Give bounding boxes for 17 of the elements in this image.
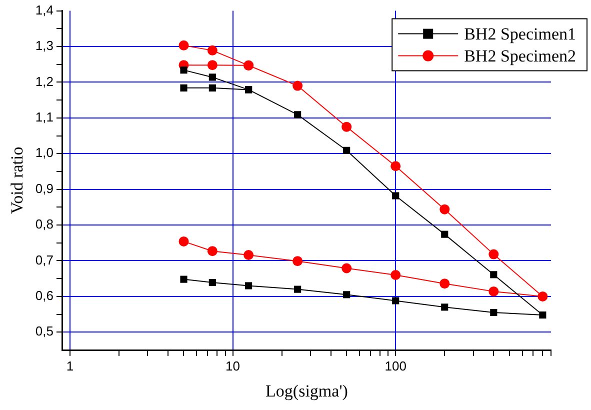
y-tick-label: 0,9 bbox=[35, 180, 54, 196]
y-axis-title: Void ratio bbox=[8, 146, 27, 214]
y-tick-label: 0,6 bbox=[35, 288, 54, 304]
x-tick-label: 10 bbox=[226, 358, 240, 374]
x-tick-label: 100 bbox=[384, 358, 406, 374]
y-tick-label: 0,5 bbox=[35, 324, 54, 339]
legend-label: BH2 Specimen1 bbox=[464, 24, 576, 44]
x-axis-title: Log(sigma') bbox=[266, 381, 348, 400]
y-tick-label: 1,2 bbox=[35, 74, 54, 89]
y-tick-label: 1,1 bbox=[35, 109, 54, 124]
y-tick-label: 1,3 bbox=[35, 38, 54, 54]
y-tick-label: 0,8 bbox=[35, 216, 54, 232]
x-tick-label: 1 bbox=[66, 358, 74, 374]
legend-label: BH2 Specimen2 bbox=[464, 46, 576, 66]
y-tick-label: 0,7 bbox=[35, 252, 54, 268]
y-tick-label: 1,4 bbox=[35, 2, 54, 18]
y-tick-label: 1,0 bbox=[35, 145, 54, 160]
